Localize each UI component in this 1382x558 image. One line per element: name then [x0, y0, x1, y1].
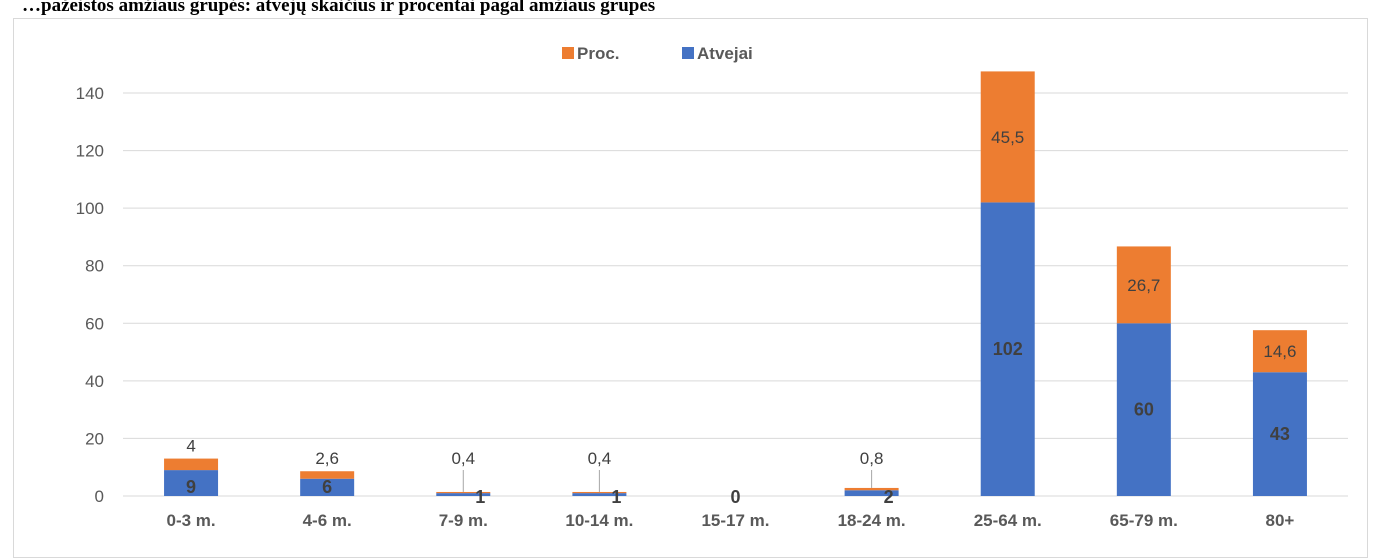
data-label-proc: 2,6	[315, 449, 339, 468]
legend: Proc. Atvejai	[562, 44, 753, 63]
data-label-proc: 0,4	[588, 449, 612, 468]
bar-proc	[436, 491, 491, 494]
y-tick-label: 120	[76, 142, 104, 161]
bar-atvejai	[844, 490, 899, 496]
x-tick-label: 10-14 m.	[565, 511, 633, 530]
legend-label: Atvejai	[697, 44, 753, 63]
bar-proc	[1252, 330, 1307, 373]
chart-caption: …pažeistos amžiaus grupės: atvejų skaiči…	[22, 0, 656, 16]
data-label-atvejai: 60	[1134, 400, 1154, 420]
data-label-atvejai: 2	[884, 487, 894, 507]
data-label-proc: 0,4	[451, 449, 475, 468]
data-label-proc: 14,6	[1263, 342, 1296, 361]
data-label-proc: 0,8	[860, 449, 884, 468]
legend-label: Proc.	[577, 44, 620, 63]
y-tick-label: 60	[85, 314, 104, 333]
legend-swatch	[562, 47, 574, 59]
data-label-proc: 45,5	[991, 128, 1024, 147]
bar-atvejai	[164, 470, 219, 496]
bar-atvejai	[980, 202, 1035, 496]
data-label-proc: 26,7	[1127, 276, 1160, 295]
data-label-atvejai: 9	[186, 477, 196, 497]
y-tick-label: 80	[85, 257, 104, 276]
x-tick-label: 65-79 m.	[1110, 511, 1178, 530]
y-tick-label: 140	[76, 84, 104, 103]
bar-atvejai	[300, 478, 355, 496]
bar-proc	[300, 471, 355, 479]
x-tick-label: 80+	[1266, 511, 1295, 530]
bar-atvejai	[1252, 372, 1307, 496]
bar-proc	[1116, 246, 1171, 324]
bar-atvejai	[572, 493, 627, 496]
x-tick-label: 25-64 m.	[974, 511, 1042, 530]
data-label-atvejai: 0	[730, 487, 740, 507]
bars	[164, 71, 1307, 496]
bar-proc	[164, 458, 219, 471]
bar-proc	[980, 71, 1035, 203]
data-label-atvejai: 6	[322, 477, 332, 497]
bar-atvejai	[1116, 323, 1171, 496]
y-tick-label: 20	[85, 429, 104, 448]
bar-proc	[572, 491, 627, 494]
bar-atvejai	[436, 493, 491, 496]
bar-proc	[844, 487, 899, 491]
y-tick-label: 40	[85, 372, 104, 391]
y-tick-label: 100	[76, 199, 104, 218]
data-label-proc: 4	[186, 437, 195, 456]
data-label-atvejai: 102	[993, 339, 1023, 359]
x-tick-label: 7-9 m.	[439, 511, 488, 530]
x-tick-label: 4-6 m.	[303, 511, 352, 530]
y-axis-ticks: 0 20 40 60 80 100 120 140	[76, 84, 104, 506]
y-tick-label: 0	[95, 487, 104, 506]
data-label-atvejai: 1	[611, 487, 621, 507]
x-axis-ticks: 0-3 m. 4-6 m. 7-9 m. 10-14 m. 15-17 m. 18-24 …	[166, 511, 1294, 530]
data-label-atvejai: 1	[475, 487, 485, 507]
x-tick-label: 15-17 m.	[701, 511, 769, 530]
x-tick-label: 0-3 m.	[166, 511, 215, 530]
x-tick-label: 18-24 m.	[838, 511, 906, 530]
data-label-atvejai: 43	[1270, 424, 1290, 444]
legend-swatch	[682, 47, 694, 59]
